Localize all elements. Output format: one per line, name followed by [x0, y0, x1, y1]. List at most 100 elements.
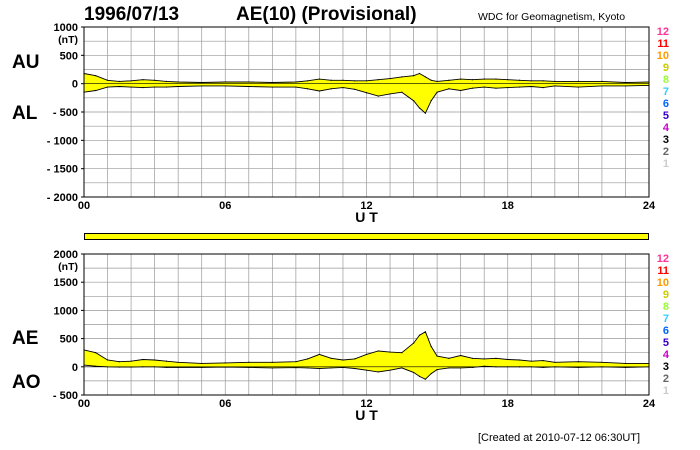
y-tick-label: 2000	[54, 249, 78, 261]
x-tick-label: 18	[502, 398, 514, 410]
data-point-lower	[307, 367, 309, 369]
data-point-upper	[354, 358, 356, 360]
station-count-label: 8	[663, 74, 669, 86]
data-point-lower	[471, 87, 474, 89]
data-point-lower	[412, 100, 415, 102]
data-point-lower	[342, 87, 344, 89]
x-tick-label: 12	[360, 200, 372, 212]
data-point-upper	[436, 355, 438, 357]
station-coverage-bar	[84, 233, 649, 240]
data-point-lower	[412, 371, 415, 374]
data-point-lower	[295, 367, 297, 369]
series-line-upper-0	[83, 73, 650, 83]
station-count-label: 9	[663, 62, 669, 74]
data-point-lower	[389, 369, 391, 371]
data-point-upper	[577, 80, 579, 82]
data-point-upper	[95, 75, 97, 77]
data-point-lower	[377, 95, 379, 97]
data-point-lower	[424, 112, 426, 114]
data-point-upper	[471, 79, 474, 81]
data-point-lower	[430, 100, 432, 102]
data-point-lower	[154, 86, 156, 88]
data-point-upper	[224, 81, 226, 83]
data-point-upper	[554, 80, 556, 82]
data-point-lower	[330, 88, 332, 90]
data-point-lower	[118, 85, 120, 88]
data-point-upper	[271, 361, 273, 363]
data-point-upper	[518, 79, 521, 81]
data-point-upper	[530, 360, 532, 362]
data-point-upper	[507, 358, 509, 361]
data-point-upper	[330, 357, 332, 359]
data-point-upper	[460, 354, 462, 357]
station-count-label: 7	[663, 313, 669, 325]
data-point-upper	[624, 362, 627, 365]
data-point-upper	[389, 351, 391, 353]
data-point-upper	[201, 81, 203, 84]
data-point-upper	[460, 78, 462, 80]
x-tick-label: 06	[219, 398, 231, 410]
station-count-label: 12	[657, 26, 669, 38]
data-point-upper	[495, 357, 497, 359]
series-label-au: AU	[12, 52, 40, 73]
data-point-lower	[436, 91, 438, 93]
data-point-lower	[330, 367, 332, 369]
data-point-lower	[577, 86, 579, 88]
data-point-upper	[295, 81, 297, 83]
station-count-label: 7	[663, 86, 669, 98]
data-point-lower	[530, 85, 532, 88]
data-point-lower	[601, 85, 603, 87]
data-point-lower	[201, 85, 203, 87]
data-point-lower	[248, 85, 250, 88]
y-tick-label: 1000	[54, 305, 78, 317]
station-count-label: 11	[657, 38, 669, 50]
data-point-lower	[165, 86, 167, 88]
data-point-upper	[130, 360, 132, 362]
y-tick-label: - 1000	[47, 135, 78, 147]
data-point-upper	[307, 358, 309, 360]
data-point-upper	[130, 80, 132, 82]
y-tick-label: 1500	[54, 277, 78, 289]
data-point-lower	[460, 367, 462, 369]
data-point-lower	[448, 88, 450, 90]
station-count-label: 3	[663, 361, 669, 373]
data-point-upper	[412, 342, 415, 344]
data-point-upper	[177, 81, 179, 83]
station-count-label: 4	[663, 349, 670, 361]
data-point-upper	[165, 360, 167, 362]
data-point-lower	[318, 367, 321, 370]
data-point-upper	[436, 80, 438, 82]
data-point-upper	[601, 361, 603, 363]
data-point-upper	[418, 72, 421, 75]
data-point-lower	[95, 89, 97, 92]
y-tick-label: - 1500	[47, 164, 78, 176]
station-count-label: 1	[663, 158, 669, 170]
data-point-lower	[142, 87, 144, 89]
date-label: 1996/07/13	[84, 4, 180, 25]
data-point-upper	[418, 334, 421, 336]
x-tick-label: 24	[643, 200, 656, 212]
data-point-upper	[142, 358, 144, 361]
station-count-label: 2	[663, 146, 669, 158]
data-point-upper	[354, 80, 356, 82]
y-unit-label: (nT)	[58, 261, 78, 273]
x-tick-label: 12	[360, 398, 372, 410]
series-label-al: AL	[12, 103, 38, 124]
data-point-upper	[342, 359, 344, 361]
data-point-lower	[389, 93, 391, 95]
data-point-lower	[106, 86, 109, 88]
station-count-label: 9	[663, 289, 669, 301]
data-point-upper	[624, 81, 627, 84]
data-point-lower	[554, 85, 556, 87]
data-point-lower	[436, 369, 438, 371]
data-point-upper	[106, 79, 109, 81]
station-count-label: 10	[657, 50, 669, 62]
station-count-label: 12	[657, 253, 669, 265]
data-point-upper	[248, 81, 250, 83]
data-point-upper	[154, 79, 156, 81]
station-count-label: 10	[657, 277, 669, 289]
x-axis-label: U T	[355, 407, 378, 423]
y-tick-label: 500	[60, 334, 78, 346]
station-count-label: 8	[663, 301, 669, 313]
